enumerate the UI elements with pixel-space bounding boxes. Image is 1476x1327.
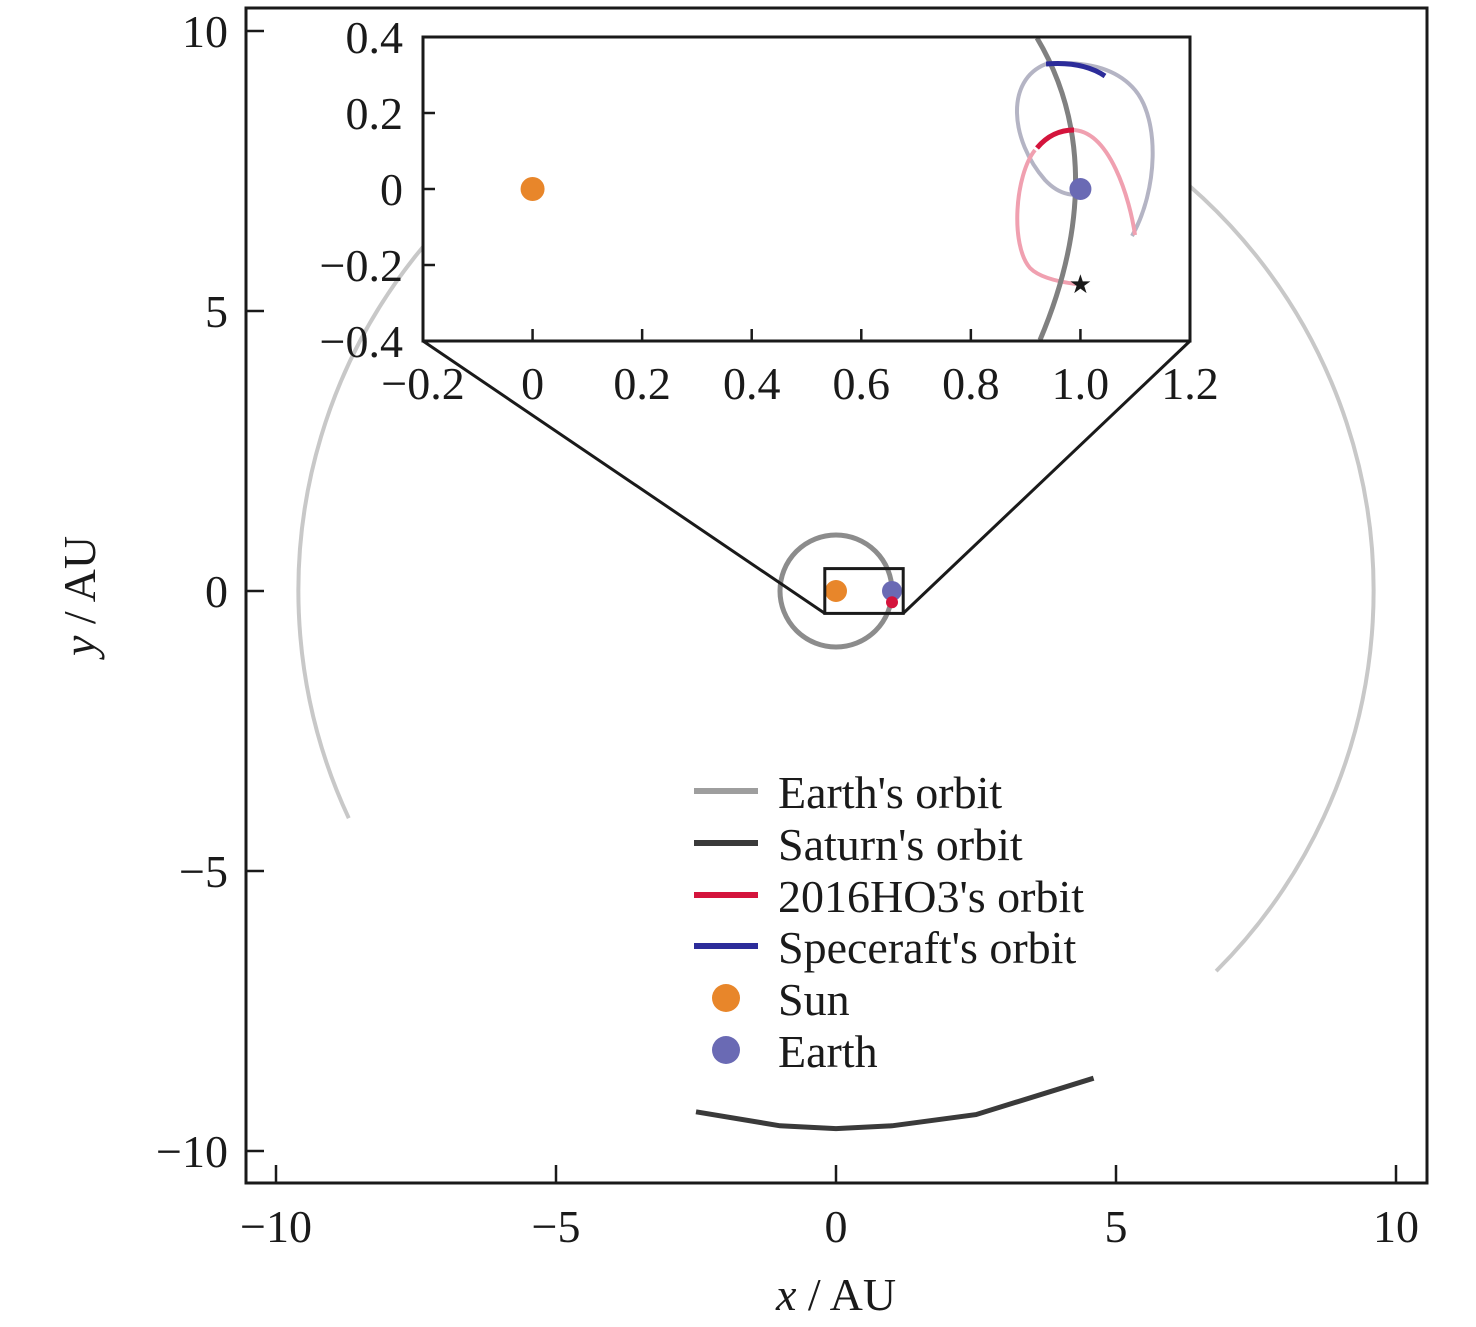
tick-label: 0 [205, 566, 228, 617]
tick-label: 0.4 [723, 358, 781, 409]
asteroid-marker [886, 596, 898, 609]
tick-label: −5 [532, 1201, 581, 1252]
legend-label: Earth's orbit [778, 767, 1002, 818]
y-axis-label: y / AU [54, 536, 105, 660]
tick-label: 1.0 [1052, 358, 1110, 409]
tick-label: 5 [205, 286, 228, 337]
tick-label: 0.8 [942, 358, 1000, 409]
legend-label: Earth [778, 1026, 878, 1077]
earth-orbit-line [777, 532, 895, 650]
tick-label: −0.4 [320, 316, 403, 367]
main-x-ticks: −10 −5 0 5 10 [240, 1165, 1419, 1252]
legend-item-earth-orbit: Earth's orbit [694, 767, 1002, 818]
tick-label: −5 [179, 846, 228, 897]
inset-plot: ★ −0.2 0 0.2 0.4 0.6 0.8 1.0 1.2 −0.4−0.200.20.… [320, 12, 1219, 409]
inset-sun-marker [520, 177, 545, 201]
tick-label: −0.2 [320, 240, 403, 291]
earth-marker [882, 581, 902, 601]
saturn-orbit-line [695, 1075, 1095, 1132]
tick-label: 10 [182, 6, 228, 57]
legend: Earth's orbit Saturn's orbit 2016HO3's o… [694, 767, 1084, 1077]
tick-label: 0 [825, 1201, 848, 1252]
tick-label: 0.4 [346, 12, 404, 63]
legend-label: Speceraft's orbit [778, 922, 1076, 973]
tick-label: −10 [240, 1201, 312, 1252]
legend-item-spacecraft-orbit: Speceraft's orbit [694, 922, 1076, 973]
legend-item-sun: Sun [712, 974, 850, 1025]
legend-swatch [712, 984, 740, 1012]
legend-item-earth: Earth [712, 1026, 878, 1077]
legend-swatch [712, 1036, 740, 1064]
inset-spacecraft-segment [1045, 61, 1107, 79]
inset-y-ticks: −0.4 −0.2 0 0.2 0.4 [320, 12, 435, 367]
inset-asteroid-segment [1035, 127, 1075, 150]
sun-marker [825, 580, 847, 602]
tick-label: 0 [521, 358, 544, 409]
tick-label: 0 [380, 164, 403, 215]
tick-label: −0.2 [381, 358, 464, 409]
tick-label: 0.6 [833, 358, 891, 409]
zoom-box [823, 567, 905, 615]
tick-label: 10 [1373, 1201, 1419, 1252]
main-y-ticks: −10 −5 0 5 10 [156, 6, 264, 1177]
legend-label: Saturn's orbit [778, 819, 1023, 870]
zoom-connector-left [422, 339, 826, 615]
legend-item-asteroid-orbit: 2016HO3's orbit [694, 871, 1084, 922]
inset-x-ticks: −0.2 0 0.2 0.4 0.6 0.8 1.0 1.2 [381, 329, 1219, 409]
legend-label: Sun [778, 974, 850, 1025]
tick-label: 0.2 [346, 88, 404, 139]
inset-earth-orbit-line [1034, 36, 1079, 341]
x-axis-label: x / AU [775, 1269, 896, 1320]
zoom-connector-right [902, 339, 1192, 615]
inset-asteroid-star: ★ [1069, 270, 1092, 299]
inset-asteroid-loop [1015, 128, 1137, 286]
legend-label: 2016HO3's orbit [778, 871, 1084, 922]
tick-label: −10 [156, 1126, 228, 1177]
tick-label: 5 [1105, 1201, 1128, 1252]
inset-earth-marker [1069, 178, 1092, 200]
tick-label: 0.2 [613, 358, 671, 409]
legend-item-saturn-orbit: Saturn's orbit [694, 819, 1023, 870]
tick-label: 1.2 [1161, 358, 1219, 409]
